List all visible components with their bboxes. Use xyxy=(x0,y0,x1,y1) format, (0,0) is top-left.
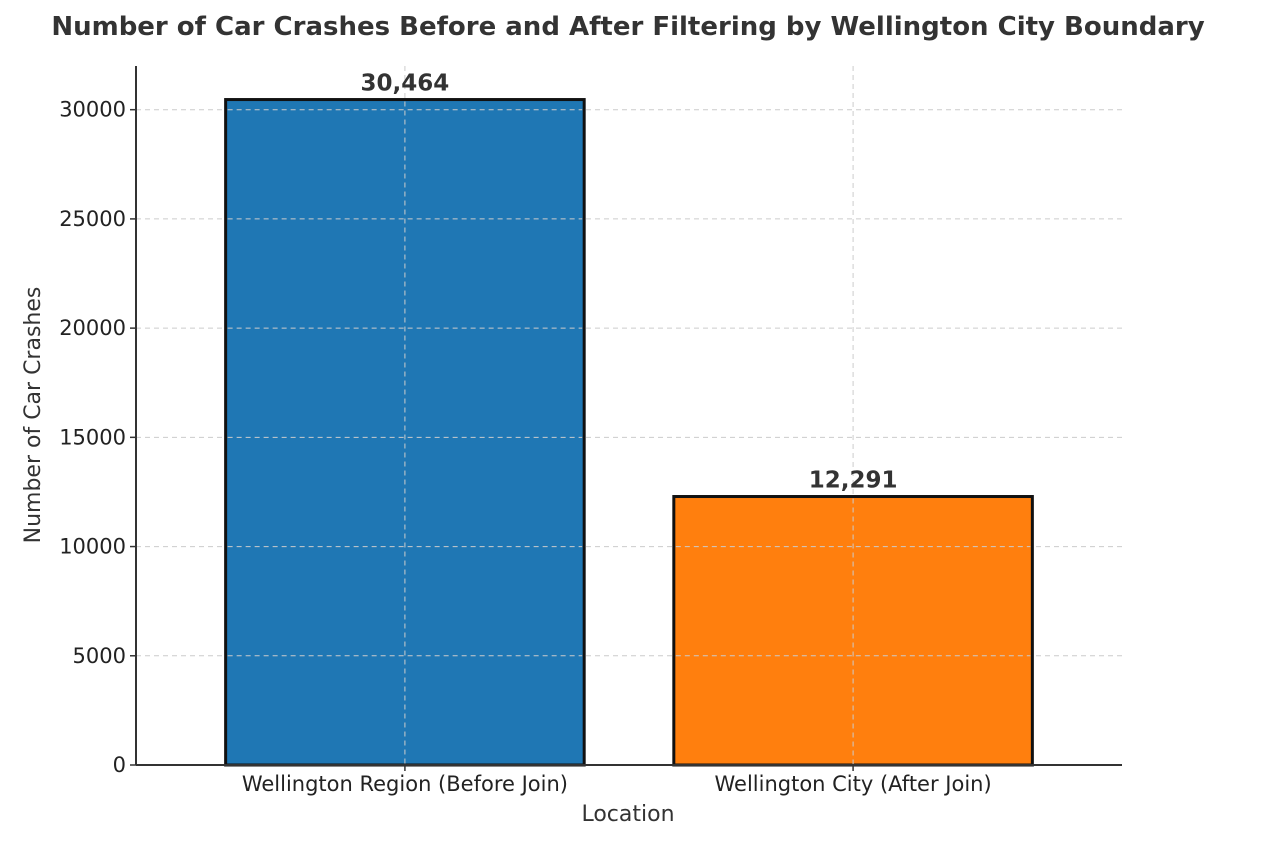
y-tick-label: 30000 xyxy=(59,98,126,122)
bar-layer xyxy=(224,98,1034,767)
label-layer: 30,464 12,291 xyxy=(361,71,898,494)
chart-title: Number of Car Crashes Before and After F… xyxy=(51,12,1204,42)
x-tick-label: Wellington Region (Before Join) xyxy=(242,772,568,796)
axis-layer: 0 5000 10000 15000 20000 25000 30000 Wellington… xyxy=(59,66,1122,796)
y-tick-label: 10000 xyxy=(59,535,126,559)
y-tick-label: 15000 xyxy=(59,425,126,449)
bar xyxy=(224,98,586,767)
y-tick-label: 20000 xyxy=(59,316,126,340)
y-axis-label: Number of Car Crashes xyxy=(21,287,46,544)
data-label: 30,464 xyxy=(361,71,450,97)
x-axis-label: Location xyxy=(581,802,674,827)
y-tick-label: 25000 xyxy=(59,207,126,231)
data-label: 12,291 xyxy=(809,468,898,494)
y-tick-label: 0 xyxy=(113,753,126,777)
y-tick-label: 5000 xyxy=(73,644,126,668)
bar xyxy=(672,495,1034,767)
x-tick-label: Wellington City (After Join) xyxy=(714,772,991,796)
